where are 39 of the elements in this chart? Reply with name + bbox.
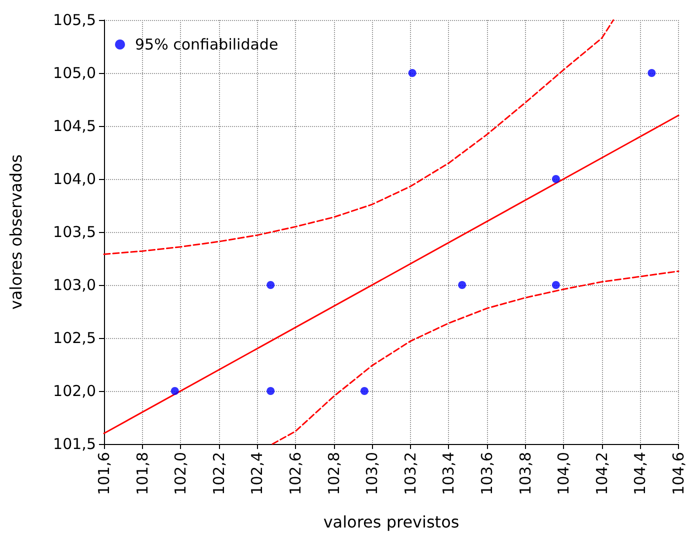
- x-tick-label: 103,6: [478, 452, 496, 495]
- x-tick-label: 102,6: [286, 452, 304, 495]
- x-tick-label: 101,8: [133, 452, 152, 495]
- x-tick-label: 102,8: [324, 452, 343, 495]
- y-tick-label: 103,5: [53, 223, 96, 241]
- x-tick-label: 102,2: [210, 452, 228, 495]
- point: [408, 69, 416, 77]
- y-tick-label: 104,5: [53, 117, 96, 135]
- x-axis-title: valores previstos: [323, 512, 460, 532]
- line-series: [272, 270, 680, 445]
- y-tick-label: 105,5: [53, 11, 96, 29]
- y-tick-label: 101,5: [53, 435, 96, 453]
- point: [552, 281, 560, 289]
- point: [266, 387, 275, 395]
- y-axis-title: valores observados: [6, 154, 26, 310]
- y-tick-label: 102,5: [53, 329, 96, 347]
- y-tick-label: 105,0: [53, 64, 96, 82]
- x-tick-label: 104,2: [592, 452, 611, 495]
- point: [648, 69, 656, 77]
- point: [170, 387, 179, 395]
- x-tick-label: 104,6: [670, 452, 686, 495]
- point: [360, 387, 368, 395]
- point: [266, 281, 275, 289]
- x-tick-label: 103,0: [363, 452, 382, 495]
- y-tick-label: 102,0: [53, 382, 96, 400]
- x-tick-label: 103,8: [516, 452, 534, 495]
- y-tick-label: 104,0: [53, 170, 96, 188]
- x-tick-label: 103,4: [440, 452, 458, 495]
- x-tick-label: 101,6: [95, 452, 113, 495]
- point: [552, 175, 560, 183]
- point: [458, 281, 466, 289]
- line-series: [103, 19, 614, 256]
- x-tick-label: 102,4: [248, 452, 266, 495]
- x-tick-label: 102,0: [172, 452, 190, 495]
- x-tick-label: 103,2: [401, 452, 420, 495]
- x-tick-label: 104,4: [631, 452, 650, 495]
- y-tick-label: 103,0: [53, 276, 96, 294]
- legend-label: 95% confiabilidade: [135, 36, 278, 54]
- x-tick-label: 104,0: [554, 452, 573, 495]
